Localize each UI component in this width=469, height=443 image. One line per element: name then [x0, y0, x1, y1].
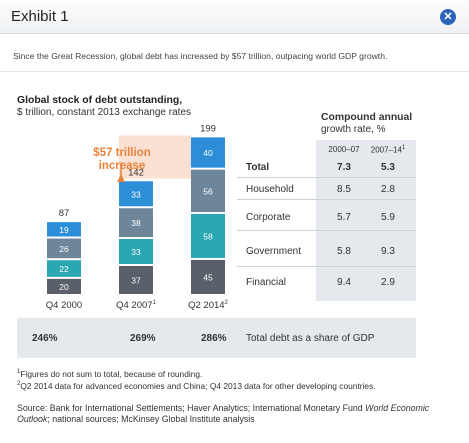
row-divider	[237, 266, 416, 267]
exhibit-subtitle: Since the Great Recession, global debt h…	[13, 51, 388, 61]
bar-segment-government	[191, 214, 225, 258]
bar-total-label: 142	[128, 167, 144, 178]
bar-segment-label: 58	[203, 231, 213, 241]
row-value: 8.5	[337, 184, 351, 195]
dialog-title: Exhibit 1	[11, 8, 69, 25]
cagr-column-header: 2000–07	[328, 145, 360, 154]
bar-segment-household	[47, 222, 81, 237]
row-value: 7.3	[337, 162, 351, 173]
category-label: Q2 20142	[188, 300, 228, 311]
row-value: 2.8	[381, 184, 395, 195]
bar-segment-label: 19	[59, 225, 69, 235]
bar-segment-label: 56	[203, 186, 213, 196]
chart-subtitle: $ trillion, constant 2013 exchange rates	[17, 107, 191, 118]
bar-segment-household	[191, 137, 225, 168]
category-label: Q4 2000	[46, 300, 82, 311]
category-label: Q4 20071	[116, 300, 156, 311]
chart-title: Global stock of debt outstanding,	[17, 95, 183, 106]
increase-highlight	[119, 135, 191, 179]
row-label-household: Household	[246, 184, 294, 195]
bar-segment-financial	[191, 259, 225, 294]
footnote: 2Q2 2014 data for advanced economies and…	[17, 381, 376, 391]
close-icon[interactable]: ✕	[440, 9, 456, 25]
row-value: 5.9	[381, 212, 395, 223]
gdp-share-value: 286%	[201, 333, 227, 344]
bar-segment-corporate	[119, 208, 153, 238]
bar-segment-corporate	[47, 238, 81, 259]
gdp-share-value: 246%	[32, 333, 58, 344]
bar-segment-financial	[47, 278, 81, 294]
row-label-government: Government	[246, 246, 302, 257]
bar-segment-government	[119, 239, 153, 264]
bar-segment-label: 26	[59, 244, 69, 254]
gdp-share-band	[17, 318, 416, 358]
footnote: 1Figures do not sum to total, because of…	[17, 369, 203, 379]
gdp-share-value: 269%	[130, 333, 156, 344]
row-divider	[237, 177, 416, 178]
bar-segment-government	[47, 260, 81, 277]
bar-segment-label: 33	[131, 247, 141, 257]
source-note: Source: Bank for International Settlemen…	[17, 403, 430, 424]
row-value: 5.7	[337, 212, 351, 223]
row-value: 9.3	[381, 246, 395, 257]
bar-total-label: 87	[59, 208, 70, 219]
bar-segment-label: 45	[203, 272, 213, 282]
row-divider	[237, 199, 416, 200]
cagr-column-band	[360, 140, 416, 301]
bar-segment-household	[119, 181, 153, 207]
divider	[0, 71, 469, 72]
cagr-title: Compound annual	[321, 112, 413, 123]
bar-segment-financial	[119, 265, 153, 294]
bar-segment-label: 40	[203, 148, 213, 158]
row-divider	[237, 230, 416, 231]
row-label-total: Total	[246, 162, 270, 173]
bar-segment-label: 20	[59, 282, 69, 292]
row-label-corporate: Corporate	[246, 212, 291, 223]
bar-segment-corporate	[191, 169, 225, 213]
dialog-header: Exhibit 1 ✕	[0, 0, 469, 34]
cagr-subtitle: growth rate, %	[321, 124, 386, 135]
increase-annotation: $57 trillion	[93, 147, 151, 159]
row-label-financial: Financial	[246, 277, 287, 288]
row-value: 9.4	[337, 277, 351, 288]
bar-segment-label: 33	[131, 189, 141, 199]
cagr-column-header: 2007–141	[370, 145, 406, 155]
increase-annotation: increase	[99, 160, 146, 172]
row-value: 5.3	[381, 162, 395, 173]
bar-total-label: 199	[200, 123, 216, 134]
gdp-share-label: Total debt as a share of GDP	[246, 333, 375, 344]
bar-segment-label: 37	[131, 275, 141, 285]
increase-arrow-head	[117, 174, 125, 182]
bar-segment-label: 38	[131, 218, 141, 228]
row-value: 5.8	[337, 246, 351, 257]
bar-segment-label: 22	[59, 264, 69, 274]
row-value: 2.9	[381, 277, 395, 288]
